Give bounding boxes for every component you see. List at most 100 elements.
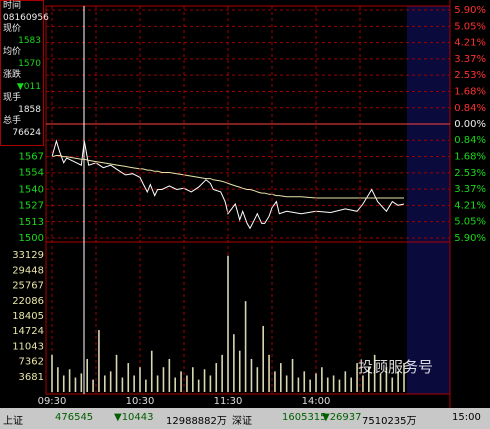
y-tick-label: 1527 — [19, 200, 44, 211]
label: 涨跌 — [3, 70, 22, 80]
x-tick-label: 10:30 — [126, 396, 155, 407]
volume-bar — [238, 350, 241, 392]
value: 1583 — [18, 35, 41, 46]
y2-tick-label: 5.90% — [454, 5, 486, 16]
y2-tick-label: 0.84% — [454, 135, 486, 146]
volume-bar — [98, 330, 100, 392]
volume-bar — [127, 363, 130, 392]
volume-bar — [344, 371, 347, 392]
info-panel: 时间 08160956 现价 1583 均价 1570 涨跌 ▼011 现手 1… — [0, 0, 49, 146]
value: ▼011 — [16, 81, 41, 92]
volume-bar — [250, 358, 253, 392]
volume-bar — [115, 354, 118, 392]
volume-bar — [227, 255, 229, 392]
volume-bar — [139, 367, 141, 392]
volume-bar — [244, 301, 247, 392]
y2-tick-label: 1.68% — [454, 87, 486, 98]
volume-bar — [57, 367, 59, 392]
volume-bar — [121, 377, 124, 392]
plot-frame — [45, 5, 451, 395]
volume-bar — [291, 358, 294, 392]
volume-bar — [233, 334, 235, 392]
volume-bar — [321, 367, 323, 392]
x-tick-label: 09:30 — [38, 396, 67, 407]
volume-bar — [109, 371, 112, 392]
y-tick-label: 29448 — [12, 265, 44, 276]
y2-tick-label: 2.53% — [454, 168, 486, 179]
volume-bar — [209, 375, 212, 392]
volume-bar — [280, 363, 282, 392]
label: 现手 — [3, 93, 22, 103]
price-line — [51, 139, 405, 230]
value: 1858 — [18, 104, 41, 115]
value: 1570 — [18, 58, 41, 69]
volume-bar — [192, 367, 194, 392]
y2-tick-label: 1.68% — [454, 151, 486, 162]
volume-bar — [379, 373, 382, 392]
change: ▼26937 — [322, 412, 362, 423]
volume-bar — [174, 377, 176, 392]
volume-bar — [297, 377, 300, 392]
chart: 5.90% 5.05% 4.21% 3.37% 2.53% 1.68% 0.84% 0.00%… — [12, 0, 486, 408]
watermark: 投顾服务号 — [358, 358, 434, 376]
value: 76624 — [12, 127, 41, 138]
volume-bar — [104, 375, 106, 392]
volume-bar — [186, 375, 188, 392]
volume-bar — [80, 373, 83, 392]
volume-bar — [262, 325, 264, 392]
volume-bar — [162, 367, 165, 392]
volume-bar — [74, 377, 77, 392]
volume-bar — [62, 375, 65, 392]
volume-bar — [397, 371, 399, 392]
clock: 15:00 — [452, 412, 481, 423]
volume-bar — [86, 358, 88, 392]
price-line — [51, 155, 404, 199]
volume-bar — [168, 358, 171, 392]
market-label[interactable]: 上证 — [3, 416, 23, 427]
volume-bar — [403, 363, 405, 392]
volume-bar — [156, 375, 159, 392]
y2-tick-label: 4.21% — [454, 200, 486, 211]
volume-bar — [150, 350, 153, 392]
label: 总手 — [3, 116, 22, 126]
y-tick-label: 1540 — [19, 184, 44, 195]
y-tick-label: 33129 — [12, 250, 44, 261]
y-tick-label: 18405 — [12, 311, 44, 322]
volume-bar — [309, 379, 311, 392]
volume-bar — [92, 379, 94, 392]
x-tick-label: 14:00 — [302, 396, 331, 407]
market-label[interactable]: 深证 — [232, 416, 252, 427]
index: 476545 — [55, 412, 94, 423]
volume-bar — [385, 367, 388, 392]
volume-bar — [221, 354, 223, 392]
y-tick-label: 1513 — [19, 217, 44, 228]
y-tick-label: 1500 — [19, 233, 44, 244]
y-tick-label: 3681 — [19, 372, 44, 383]
volume-bar — [180, 371, 182, 392]
volume-bar — [362, 375, 364, 392]
volume-bar — [51, 354, 53, 392]
index: 1605315 — [282, 412, 327, 423]
label: 均价 — [3, 47, 22, 57]
label: 时间 — [3, 1, 22, 11]
status-bar: 上证 476545 ▼10443 12988882万 深证 1605315 ▼2… — [0, 408, 490, 429]
volume-bar — [303, 371, 306, 392]
volume-bar — [203, 369, 206, 392]
y2-tick-label: 3.37% — [454, 54, 486, 65]
volume-bar — [332, 375, 335, 392]
volume-bar — [326, 377, 329, 392]
volume-bar — [285, 375, 288, 392]
y2-tick-label: 0.84% — [454, 103, 486, 114]
y2-tick-label: 2.53% — [454, 70, 486, 81]
y2-tick-label: 5.05% — [454, 21, 486, 32]
volume-bar — [145, 379, 147, 392]
y2-tick-label: 0.00% — [454, 119, 486, 130]
x-tick-label: 11:30 — [214, 396, 243, 407]
change: ▼10443 — [114, 412, 154, 423]
volume-bar — [274, 371, 276, 392]
volume-bar — [373, 354, 376, 392]
volume-bar — [368, 367, 370, 392]
label: 现价 — [3, 24, 22, 34]
y-tick-label: 25767 — [12, 281, 44, 292]
